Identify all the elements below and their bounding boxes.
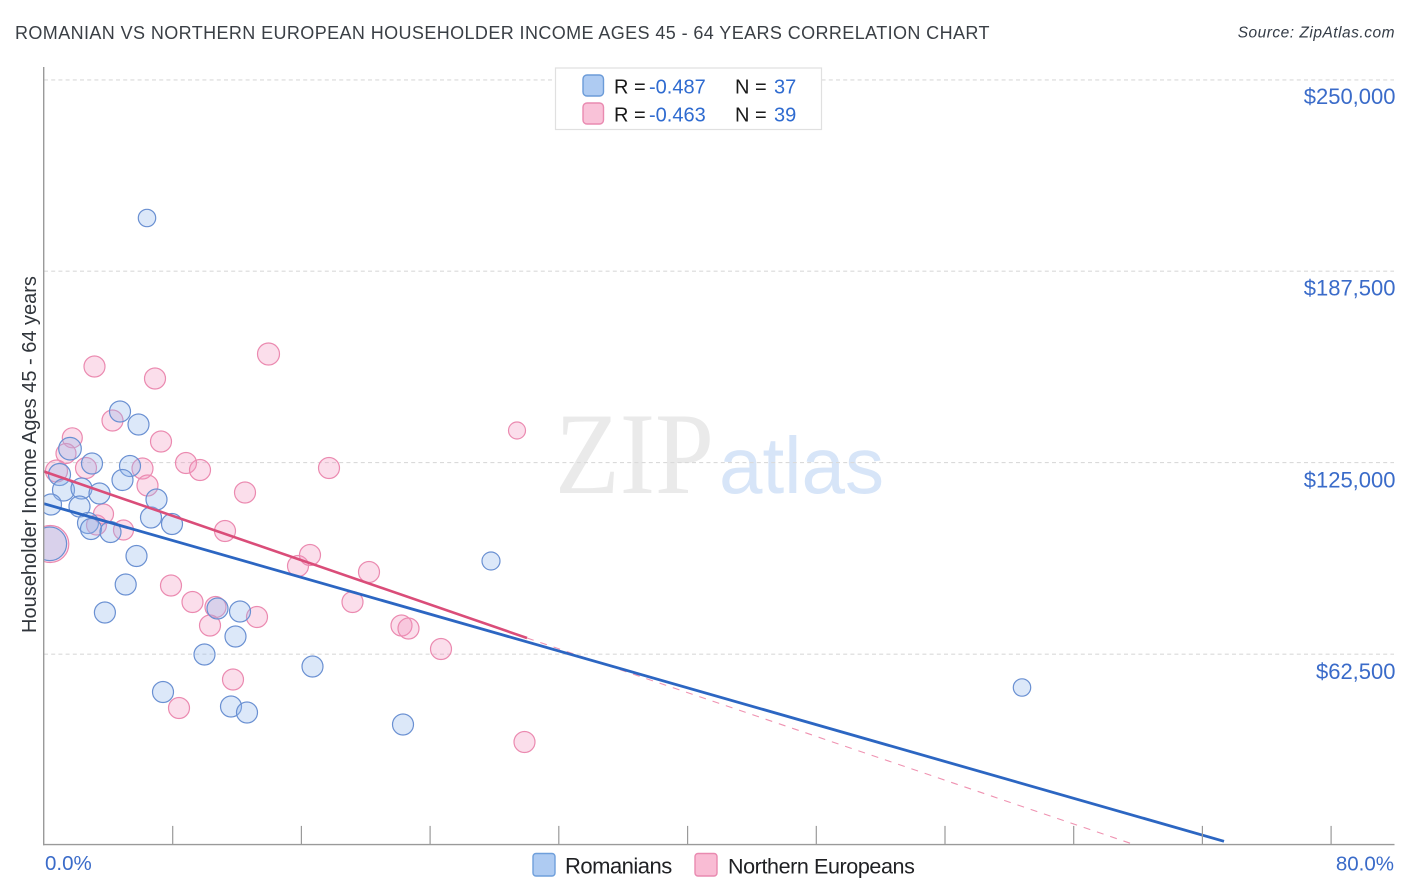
svg-text:37: 37 <box>774 77 796 99</box>
svg-text:0.0%: 0.0% <box>45 852 92 875</box>
svg-text:-0.487: -0.487 <box>649 77 706 99</box>
svg-text:Source: ZipAtlas.com: Source: ZipAtlas.com <box>1238 25 1395 42</box>
svg-text:Northern Europeans: Northern Europeans <box>728 855 914 879</box>
svg-text:$62,500: $62,500 <box>1316 659 1396 684</box>
svg-text:Householder Income Ages 45 - 6: Householder Income Ages 45 - 64 years <box>19 276 41 633</box>
svg-text:$250,000: $250,000 <box>1304 84 1396 109</box>
svg-text:ROMANIAN VS NORTHERN EUROPEAN: ROMANIAN VS NORTHERN EUROPEAN HOUSEHOLDE… <box>15 23 990 43</box>
svg-text:80.0%: 80.0% <box>1336 853 1394 876</box>
svg-text:atlas: atlas <box>719 421 884 510</box>
svg-text:39: 39 <box>774 105 796 127</box>
svg-text:$187,500: $187,500 <box>1304 276 1396 301</box>
svg-text:R =: R = <box>614 77 646 99</box>
svg-text:N =: N = <box>735 105 767 127</box>
svg-text:ZIP: ZIP <box>555 390 714 519</box>
svg-text:Romanians: Romanians <box>565 854 672 879</box>
svg-text:N =: N = <box>735 77 767 99</box>
svg-text:$125,000: $125,000 <box>1304 467 1396 492</box>
svg-text:-0.463: -0.463 <box>649 105 706 127</box>
svg-text:R =: R = <box>614 105 646 127</box>
